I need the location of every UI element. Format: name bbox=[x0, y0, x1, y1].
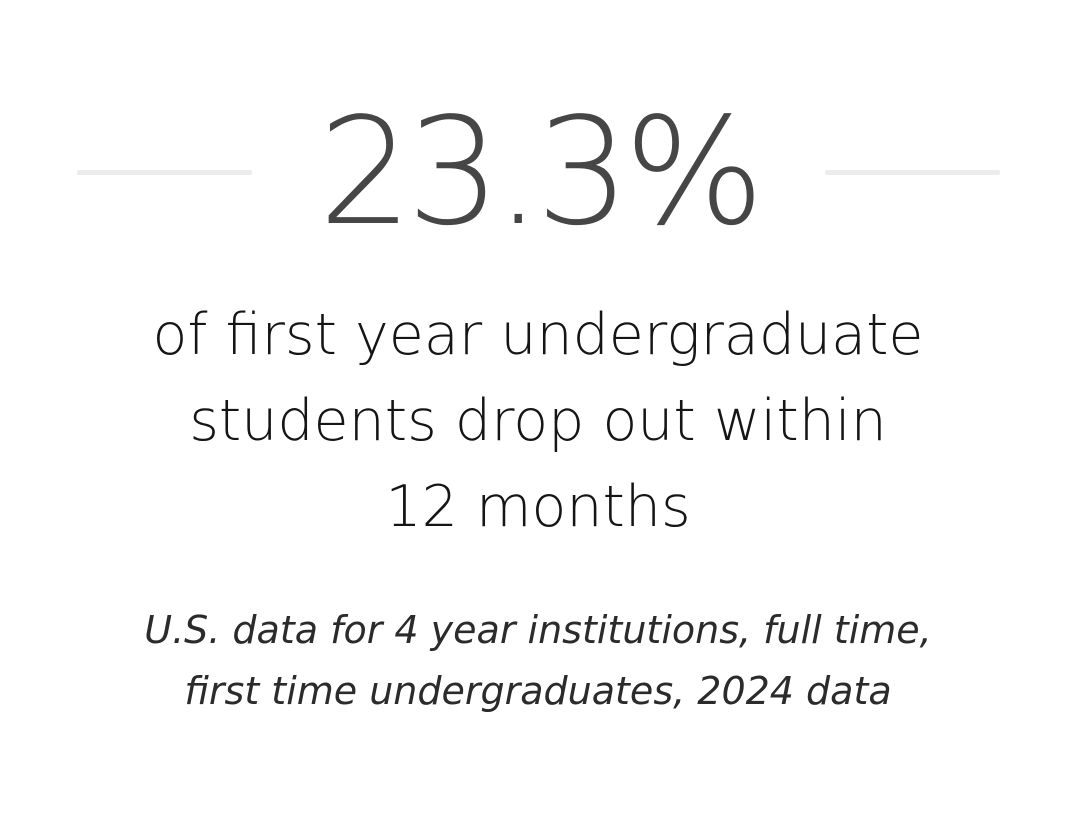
source-line: first time undergraduates, 2024 data bbox=[184, 669, 892, 713]
stat-value: 23.3% bbox=[318, 86, 764, 258]
caption-line: of first year undergraduate bbox=[152, 302, 924, 368]
left-divider bbox=[77, 170, 252, 175]
stat-caption: of first year undergraduate students dro… bbox=[60, 292, 1016, 550]
source-note: U.S. data for 4 year institutions, full … bbox=[60, 600, 1016, 722]
caption-line: 12 months bbox=[385, 474, 691, 540]
stat-headline-row: 23.3% bbox=[0, 92, 1076, 252]
caption-line: students drop out within bbox=[189, 388, 887, 454]
source-line: U.S. data for 4 year institutions, full … bbox=[144, 608, 932, 652]
right-divider bbox=[825, 170, 1000, 175]
